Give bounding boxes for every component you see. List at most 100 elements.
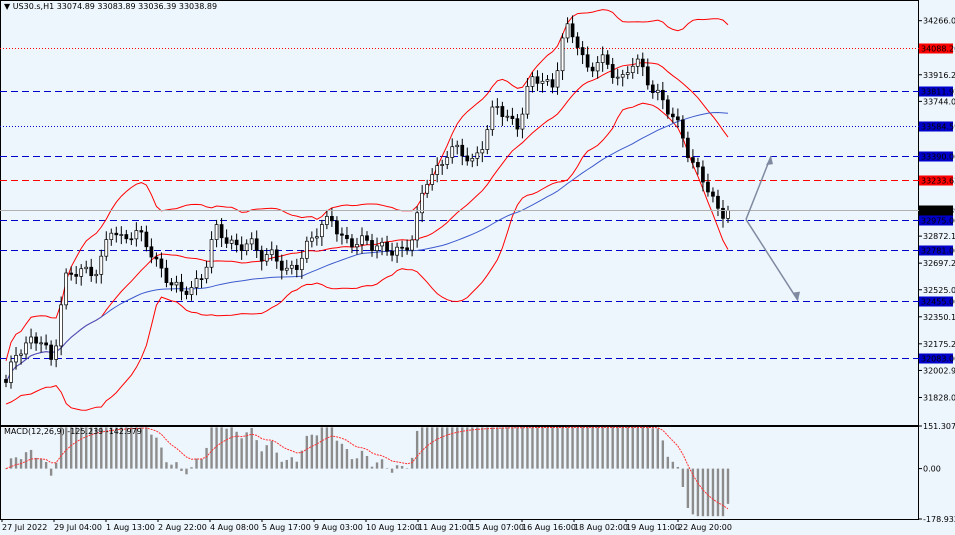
candle-body	[19, 353, 23, 356]
candle-body	[4, 379, 8, 383]
candle-body	[545, 79, 550, 82]
macd-bar	[190, 467, 193, 469]
current-price-label: 33038.89	[921, 207, 955, 216]
level-tag-bg	[919, 121, 953, 132]
x-tick-label-7: 10 Aug 12:00	[366, 523, 420, 532]
macd-pane-frame	[0, 426, 919, 520]
candle-body	[315, 236, 319, 239]
candle-body	[410, 239, 414, 251]
level-tag-bg	[919, 43, 953, 54]
macd-bar	[621, 427, 624, 469]
macd-bar	[491, 427, 494, 469]
current-price-bg	[919, 205, 953, 216]
candle-body	[665, 99, 670, 115]
candle-body	[149, 246, 154, 258]
candle-body	[630, 65, 635, 73]
macd-bar	[641, 427, 644, 469]
candle-body	[189, 287, 194, 295]
macd-bar	[395, 465, 399, 469]
level-tag-bg	[919, 296, 953, 307]
candle-body	[84, 266, 89, 270]
x-tick-label-4: 4 Aug 08:00	[210, 523, 259, 532]
candle-body	[29, 336, 33, 344]
candle-body	[184, 290, 189, 295]
macd-bar	[185, 468, 188, 475]
x-tick-label-9: 15 Aug 07:00	[470, 523, 524, 532]
candle-body	[635, 58, 640, 67]
y-tick-label-6: 32350.10	[923, 313, 955, 322]
moving-average-line	[5, 111, 729, 383]
candle-body	[550, 79, 555, 88]
y-tick-label-5: 32525.00	[923, 286, 955, 295]
macd-bar	[295, 461, 299, 469]
macd-bar	[616, 427, 619, 469]
level-tag-label: 34088.20	[921, 45, 955, 54]
macd-bar	[410, 457, 414, 469]
candle-body	[625, 72, 630, 75]
macd-bar	[150, 434, 153, 469]
candle-body	[249, 238, 254, 245]
current-price-tag: 33038.89	[919, 205, 955, 216]
macd-bar	[651, 428, 654, 469]
candle-body	[284, 267, 289, 271]
macd-bar	[350, 459, 354, 469]
candle-body	[405, 247, 409, 251]
level-tag-bg	[919, 86, 953, 97]
macd-bar	[435, 427, 439, 469]
y-tick-label-9: 31828.05	[923, 393, 955, 402]
macd-bar	[375, 462, 379, 469]
level-tag-1: 33811.92	[919, 86, 955, 97]
candle-body	[109, 232, 114, 240]
macd-bar	[155, 437, 158, 469]
macd-bar	[686, 468, 690, 509]
macd-title: MACD(12,26,9) -125.239 -142.979	[4, 427, 142, 436]
candle-body	[94, 273, 99, 277]
candle-body	[480, 149, 485, 154]
y-tick-label-1: 33916.25	[923, 71, 955, 80]
macd-bar	[390, 468, 394, 473]
candle-body	[370, 240, 374, 252]
macd-bar	[511, 427, 514, 469]
macd-bar	[696, 468, 700, 517]
candle-body	[325, 216, 329, 225]
collapse-triangle-icon[interactable]: ▼	[4, 2, 11, 11]
candle-body	[425, 184, 430, 194]
candle-body	[69, 272, 74, 275]
bollinger-lower	[5, 102, 729, 411]
candle-body	[89, 266, 94, 277]
y-tick-label-4: 32697.25	[923, 259, 955, 268]
candle-body	[435, 165, 440, 175]
macd-bar	[100, 427, 103, 469]
macd-bar	[626, 427, 629, 469]
candle-body	[194, 278, 199, 288]
candle-body	[676, 116, 680, 121]
macd-bar	[315, 435, 319, 469]
macd-bar	[49, 468, 53, 476]
candle-body	[360, 235, 364, 245]
candle-body	[650, 84, 655, 93]
macd-bar	[370, 466, 374, 469]
projection-up-head	[766, 156, 773, 166]
candle-body	[570, 23, 575, 38]
macd-bar	[290, 457, 293, 469]
candle-body	[515, 118, 520, 130]
candle-body	[620, 74, 625, 78]
candle-body	[335, 220, 339, 235]
macd-bar	[661, 440, 665, 469]
x-tick-label-5: 5 Aug 17:00	[262, 523, 311, 532]
macd-bar	[681, 468, 685, 487]
macd-bar	[265, 445, 268, 469]
level-tag-label: 33584.59	[921, 123, 955, 132]
macd-bar	[64, 427, 68, 469]
macd-bar	[601, 427, 604, 469]
macd-bar	[260, 451, 263, 469]
candle-body	[455, 144, 460, 148]
candle-body	[209, 239, 214, 268]
macd-bar	[606, 427, 609, 469]
macd-bar	[415, 430, 419, 469]
candle-body	[64, 272, 69, 306]
candle-body	[590, 66, 595, 72]
x-tick-label-10: 16 Aug 16:00	[522, 523, 576, 532]
macd-bar	[380, 459, 384, 469]
macd-bar	[130, 427, 133, 469]
